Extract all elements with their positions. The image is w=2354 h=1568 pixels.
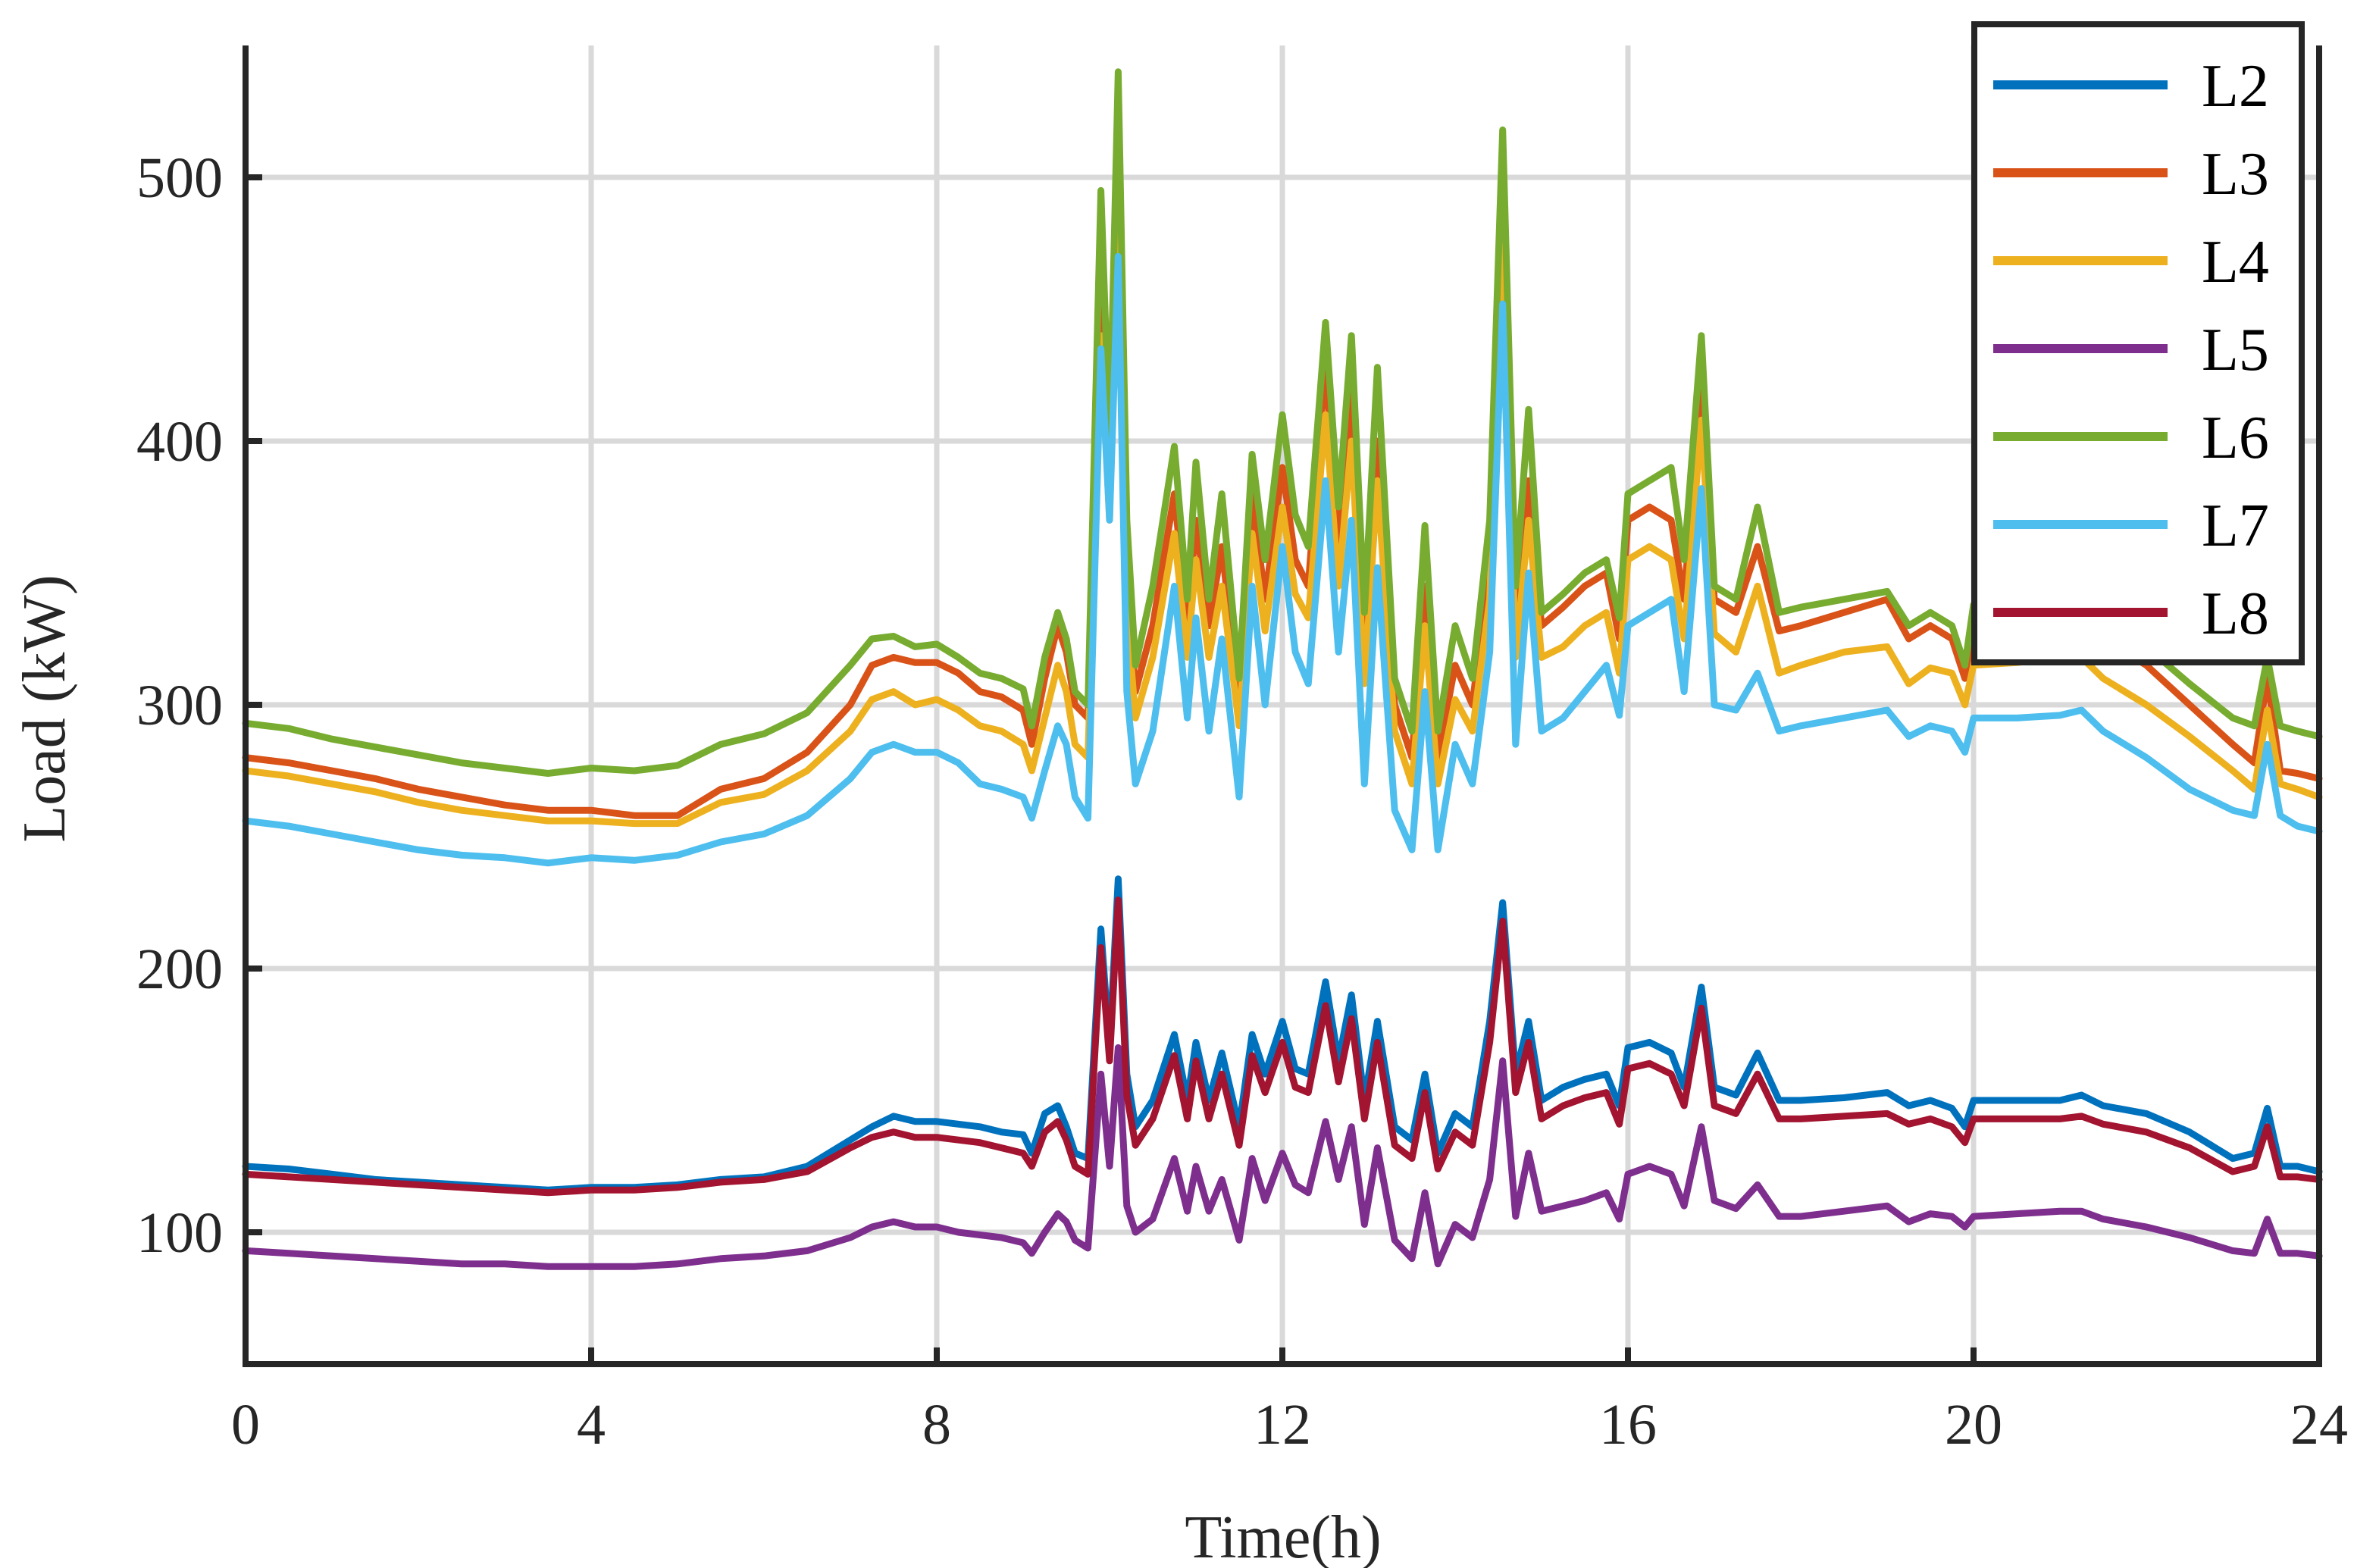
y-axis-title: Load (kW) bbox=[11, 574, 78, 842]
y-tick-label: 400 bbox=[136, 410, 223, 474]
legend-label-l7: L7 bbox=[2202, 493, 2269, 559]
y-tick-label: 300 bbox=[136, 674, 223, 737]
series-line-l5 bbox=[242, 1044, 2323, 1270]
tick-labels: 0 4 8 12 16 20 24 100 200 300 400 500 bbox=[136, 146, 2348, 1457]
y-tick-label: 100 bbox=[136, 1201, 223, 1265]
x-tick-label: 24 bbox=[2290, 1393, 2348, 1457]
x-tick-label: 16 bbox=[1599, 1393, 1657, 1457]
x-axis-title: Time(h) bbox=[1185, 1504, 1381, 1568]
series-line-l8 bbox=[242, 897, 2323, 1197]
legend-label-l2: L2 bbox=[2202, 53, 2269, 120]
legend-label-l4: L4 bbox=[2202, 229, 2269, 296]
y-tick-label: 500 bbox=[136, 146, 223, 210]
x-tick-label: 12 bbox=[1254, 1393, 1311, 1457]
x-tick-label: 8 bbox=[922, 1393, 951, 1457]
legend-label-l8: L8 bbox=[2202, 581, 2269, 647]
legend: L2 L3 L4 L5 L6 L7 L8 bbox=[1971, 21, 2305, 665]
legend-label-l3: L3 bbox=[2202, 141, 2269, 208]
series-line-l6 bbox=[242, 68, 2323, 777]
x-tick-label: 0 bbox=[231, 1393, 260, 1457]
y-tick-label: 200 bbox=[136, 937, 223, 1001]
legend-label-l6: L6 bbox=[2202, 405, 2269, 471]
series-line-l7 bbox=[242, 252, 2323, 867]
legend-label-l5: L5 bbox=[2202, 317, 2269, 383]
series-lines bbox=[242, 68, 2323, 1270]
x-tick-label: 4 bbox=[577, 1393, 606, 1457]
x-tick-label: 20 bbox=[1945, 1393, 2002, 1457]
legend-box bbox=[1971, 21, 2305, 665]
axes bbox=[243, 45, 2322, 1367]
series-line-l2 bbox=[242, 875, 2323, 1194]
series-line-l4 bbox=[242, 174, 2323, 828]
